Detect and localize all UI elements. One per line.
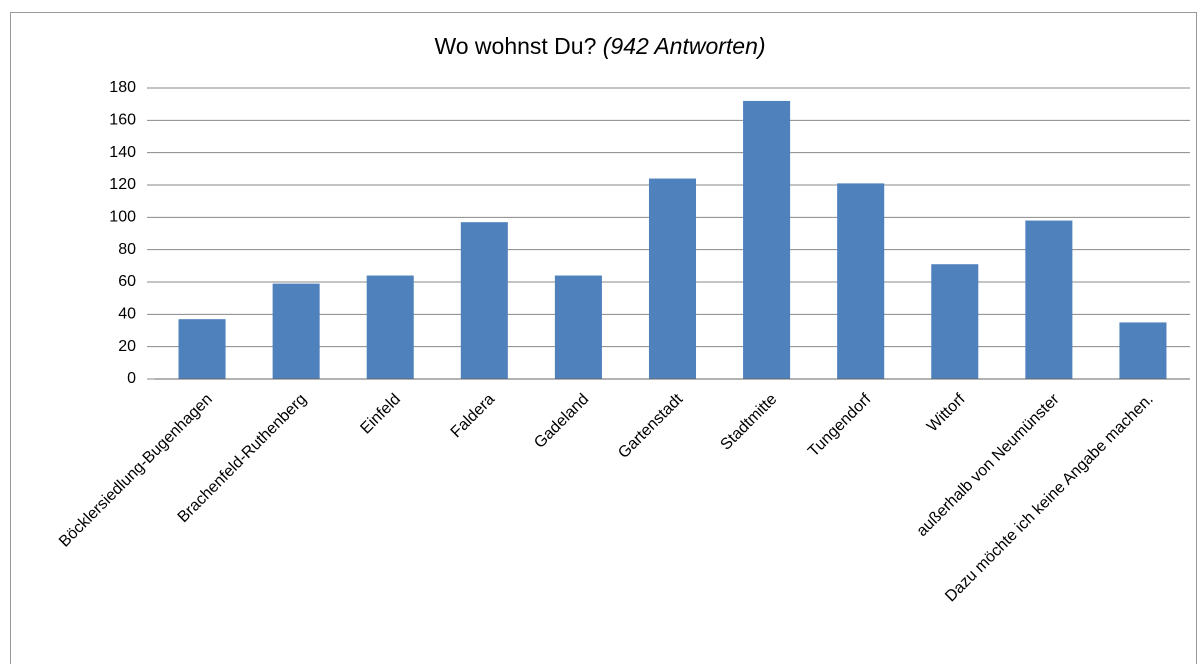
y-tick-label: 40 [118,306,136,323]
y-tick-label: 160 [109,112,136,129]
y-tick-label: 60 [118,273,136,290]
chart-subtitle: (942 Antworten) [603,33,766,59]
chart-heading: Wo wohnst Du? (942 Antworten) [434,33,765,59]
y-tick-label: 180 [109,79,136,96]
bar [554,275,602,379]
bar [743,100,791,379]
bar [648,178,697,379]
y-tick-label: 100 [109,209,136,226]
y-tick-label: 120 [109,176,136,193]
y-tick-label: 80 [118,241,136,258]
y-tick-label: 140 [109,144,136,161]
bar [1119,322,1167,379]
y-tick-label: 20 [118,338,136,355]
y-tick-label: 0 [127,370,136,387]
chart-title: Wo wohnst Du? [434,33,596,59]
bar [272,283,320,379]
bar [460,222,508,379]
bar [366,275,414,379]
bar [837,183,885,379]
bar [178,319,226,379]
bar [1025,220,1073,379]
bar [931,264,979,379]
